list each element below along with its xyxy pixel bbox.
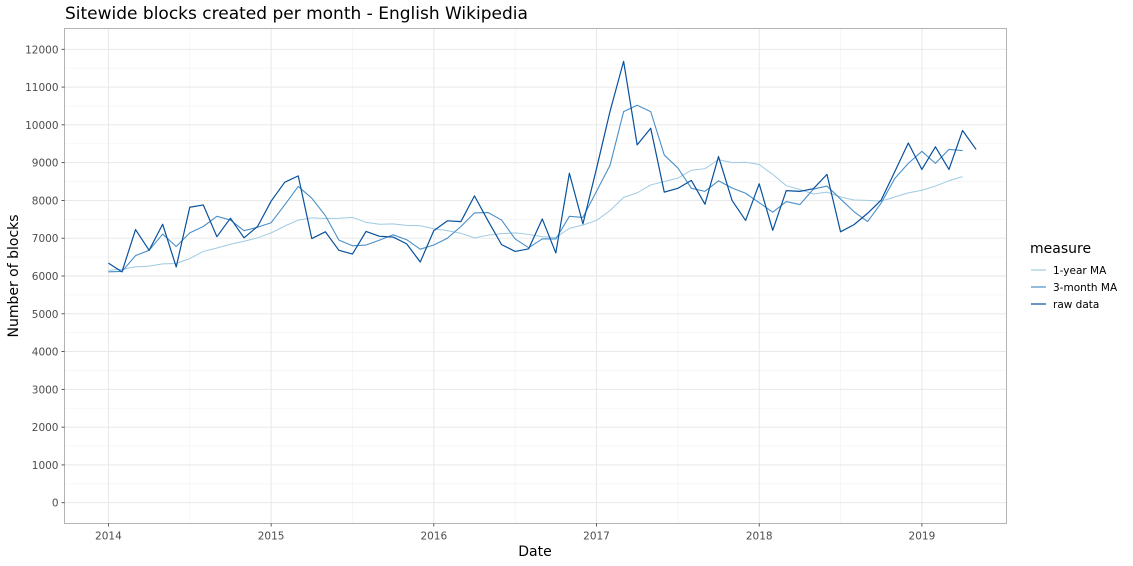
y-tick-label: 5000 [32, 309, 59, 321]
legend-title: measure [1030, 241, 1091, 257]
y-tick-label: 2000 [32, 422, 59, 434]
legend: measure 1-year MA 3-month MA raw data [1030, 241, 1118, 311]
legend-label-3-month-ma: 3-month MA [1053, 282, 1118, 294]
y-tick-label: 12000 [25, 44, 58, 56]
y-tick-label: 11000 [25, 82, 58, 94]
x-tick-label: 2015 [258, 531, 285, 543]
series-line-1-year-ma [108, 159, 963, 271]
y-axis-ticks: 0 1000 2000 3000 4000 5000 6000 7000 8000 9000 100… [25, 44, 65, 510]
series-line-3-month-ma [108, 104, 963, 273]
legend-label-1-year-ma: 1-year MA [1053, 265, 1107, 277]
chart-title: Sitewide blocks created per month - Engl… [65, 4, 528, 24]
y-tick-label: 8000 [32, 195, 59, 207]
x-axis-ticks: 2014 2015 2016 2017 2018 2019 [95, 523, 936, 543]
legend-label-raw-data: raw data [1053, 299, 1099, 311]
x-tick-label: 2016 [420, 531, 447, 543]
series-line-raw-data [108, 60, 977, 273]
y-tick-label: 7000 [32, 233, 59, 245]
x-tick-label: 2019 [909, 531, 936, 543]
y-tick-label: 3000 [32, 384, 59, 396]
x-tick-label: 2018 [746, 531, 773, 543]
major-gridlines [64, 28, 1007, 524]
y-tick-label: 4000 [32, 347, 59, 359]
y-tick-label: 10000 [25, 120, 58, 132]
x-tick-label: 2014 [95, 531, 122, 543]
y-axis-title: Number of blocks [6, 214, 22, 337]
y-tick-label: 6000 [32, 271, 59, 283]
x-axis-title: Date [518, 544, 551, 560]
y-tick-label: 9000 [32, 158, 59, 170]
y-tick-label: 0 [52, 498, 59, 510]
x-tick-label: 2017 [583, 531, 610, 543]
series-lines [108, 60, 977, 273]
y-tick-label: 1000 [32, 460, 59, 472]
